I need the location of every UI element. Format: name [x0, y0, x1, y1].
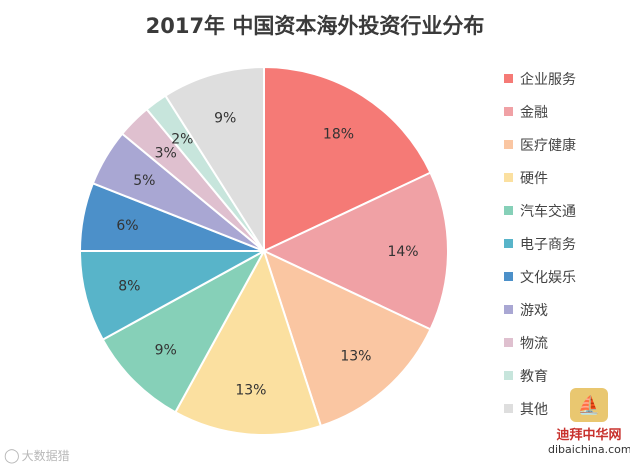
legend-swatch-2 [504, 140, 513, 149]
pie-slice-label-10: 9% [214, 111, 236, 127]
legend-label-6: 文化娱乐 [520, 269, 576, 286]
pie-slice-label-5: 8% [118, 279, 140, 295]
legend-label-0: 企业服务 [520, 71, 576, 88]
pie-slice-10 [164, 65, 265, 255]
legend-label-4: 汽车交通 [520, 203, 576, 220]
legend-item-4: 汽车交通 [504, 194, 576, 227]
pie-slice-3 [173, 248, 323, 436]
pie-slice-0 [263, 65, 432, 253]
pie-slice-label-3: 13% [235, 382, 266, 398]
legend-item-2: 医疗健康 [504, 128, 576, 161]
pie-slice-label-8: 3% [155, 146, 177, 162]
legend-swatch-7 [504, 305, 513, 314]
legend-swatch-8 [504, 338, 513, 347]
legend-swatch-9 [504, 371, 513, 380]
pie-slice-label-1: 14% [387, 244, 418, 260]
watermark-url: dibaichina.com [548, 443, 630, 456]
legend-item-6: 文化娱乐 [504, 260, 576, 293]
pie-slice-label-2: 13% [340, 348, 371, 364]
legend-label-3: 硬件 [520, 170, 548, 187]
pie-slice-4 [101, 248, 267, 414]
pie-slice-label-4: 9% [155, 342, 177, 358]
legend-swatch-10 [504, 404, 513, 413]
legend-item-10: 其他 [504, 392, 576, 425]
weibo-icon: ◯ [4, 447, 20, 464]
legend-swatch-3 [504, 173, 513, 182]
legend-item-3: 硬件 [504, 161, 576, 194]
pie-slice-5 [78, 250, 265, 342]
legend-item-8: 物流 [504, 326, 576, 359]
legend-label-5: 电子商务 [520, 236, 576, 253]
watermark-left: ◯ 大数据猎 [4, 447, 70, 464]
watermark-logo: ⛵ 迪拜中华网 dibaichina.com [548, 388, 630, 456]
legend-label-9: 教育 [520, 368, 548, 385]
legend: 企业服务金融医疗健康硬件汽车交通电子商务文化娱乐游戏物流教育其他 [504, 62, 576, 425]
legend-item-1: 金融 [504, 95, 576, 128]
watermark-logo-text: 迪拜中华网 [556, 428, 622, 443]
legend-item-7: 游戏 [504, 293, 576, 326]
pie-slice-label-7: 5% [133, 173, 155, 189]
site-logo-icon: ⛵ [570, 388, 608, 422]
chart-title: 2017年 中国资本海外投资行业分布 [145, 14, 485, 38]
legend-label-7: 游戏 [520, 302, 548, 319]
pie-slice-label-6: 6% [116, 218, 138, 234]
legend-label-10: 其他 [520, 401, 548, 418]
watermark-left-text: 大数据猎 [21, 449, 70, 463]
legend-item-5: 电子商务 [504, 227, 576, 260]
pie-slice-1 [261, 171, 449, 331]
legend-item-9: 教育 [504, 359, 576, 392]
legend-swatch-5 [504, 239, 513, 248]
pie-slice-label-9: 2% [171, 132, 193, 148]
legend-swatch-6 [504, 272, 513, 281]
legend-label-2: 医疗健康 [520, 137, 576, 154]
legend-label-8: 物流 [520, 335, 548, 352]
legend-swatch-1 [504, 107, 513, 116]
pie-slice-label-0: 18% [323, 127, 354, 143]
legend-swatch-4 [504, 206, 513, 215]
legend-swatch-0 [504, 74, 513, 83]
legend-item-0: 企业服务 [504, 62, 576, 95]
pie-slice-2 [262, 249, 432, 428]
legend-label-1: 金融 [520, 104, 548, 121]
